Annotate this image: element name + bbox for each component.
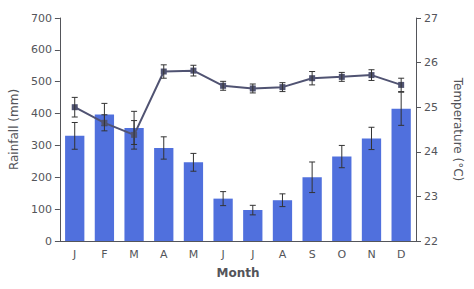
svg-text:M: M [189, 248, 199, 261]
svg-text:700: 700 [31, 12, 52, 25]
svg-text:J: J [72, 248, 76, 261]
svg-text:200: 200 [31, 171, 52, 184]
svg-text:Rainfall (mm): Rainfall (mm) [7, 89, 21, 170]
svg-text:100: 100 [31, 203, 52, 216]
svg-text:S: S [309, 248, 316, 261]
svg-text:N: N [367, 248, 375, 261]
svg-text:J: J [250, 248, 254, 261]
svg-text:A: A [279, 248, 287, 261]
svg-text:Temperature (°C): Temperature (°C) [451, 77, 465, 182]
svg-text:0: 0 [45, 235, 52, 248]
svg-text:M: M [129, 248, 139, 261]
svg-text:300: 300 [31, 139, 52, 152]
svg-text:600: 600 [31, 43, 52, 56]
svg-text:400: 400 [31, 107, 52, 120]
svg-text:26: 26 [424, 56, 438, 69]
svg-text:O: O [337, 248, 346, 261]
svg-text:A: A [160, 248, 168, 261]
svg-text:J: J [220, 248, 224, 261]
svg-text:25: 25 [424, 101, 438, 114]
svg-text:Month: Month [216, 266, 259, 280]
svg-text:27: 27 [424, 12, 438, 25]
svg-text:22: 22 [424, 235, 438, 248]
svg-text:500: 500 [31, 75, 52, 88]
svg-text:23: 23 [424, 190, 438, 203]
svg-text:D: D [397, 248, 405, 261]
svg-text:F: F [101, 248, 107, 261]
svg-text:24: 24 [424, 145, 438, 158]
